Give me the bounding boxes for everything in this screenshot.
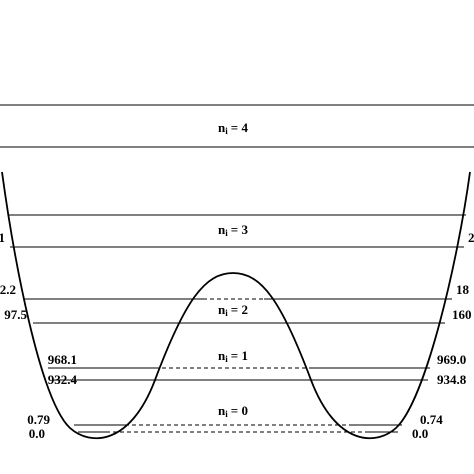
energy-label: 2.2: [0, 282, 16, 297]
energy-label: 0.0: [29, 426, 45, 441]
state-label: ni = 0: [218, 403, 248, 419]
energy-label: 969.0: [437, 352, 466, 367]
left-energies: 1 2.2 97.5 968.1 932.4 0.79 0.0: [0, 230, 78, 441]
energy-label: 968.1: [48, 352, 77, 367]
state-label: ni = 4: [218, 120, 248, 136]
right-energies: 2 18 160 969.0 934.8 0.74 0.0: [412, 230, 474, 441]
energy-label: 160: [452, 307, 472, 322]
energy-label: 1: [0, 230, 5, 245]
energy-label: 97.5: [4, 307, 27, 322]
energy-label: 934.8: [437, 372, 467, 387]
energy-label: 0.0: [412, 426, 428, 441]
state-label: ni = 2: [218, 302, 248, 318]
energy-label: 932.4: [48, 372, 78, 387]
state-label: ni = 1: [218, 348, 248, 364]
state-label: ni = 3: [218, 222, 248, 238]
energy-label: 0.74: [420, 412, 443, 427]
energy-label: 0.79: [27, 412, 50, 427]
energy-label: 2: [468, 230, 474, 245]
potential-curve: [1, 171, 471, 440]
state-labels: ni = 4 ni = 3 ni = 2 ni = 1 ni = 0: [218, 120, 248, 419]
energy-label: 18: [456, 282, 470, 297]
